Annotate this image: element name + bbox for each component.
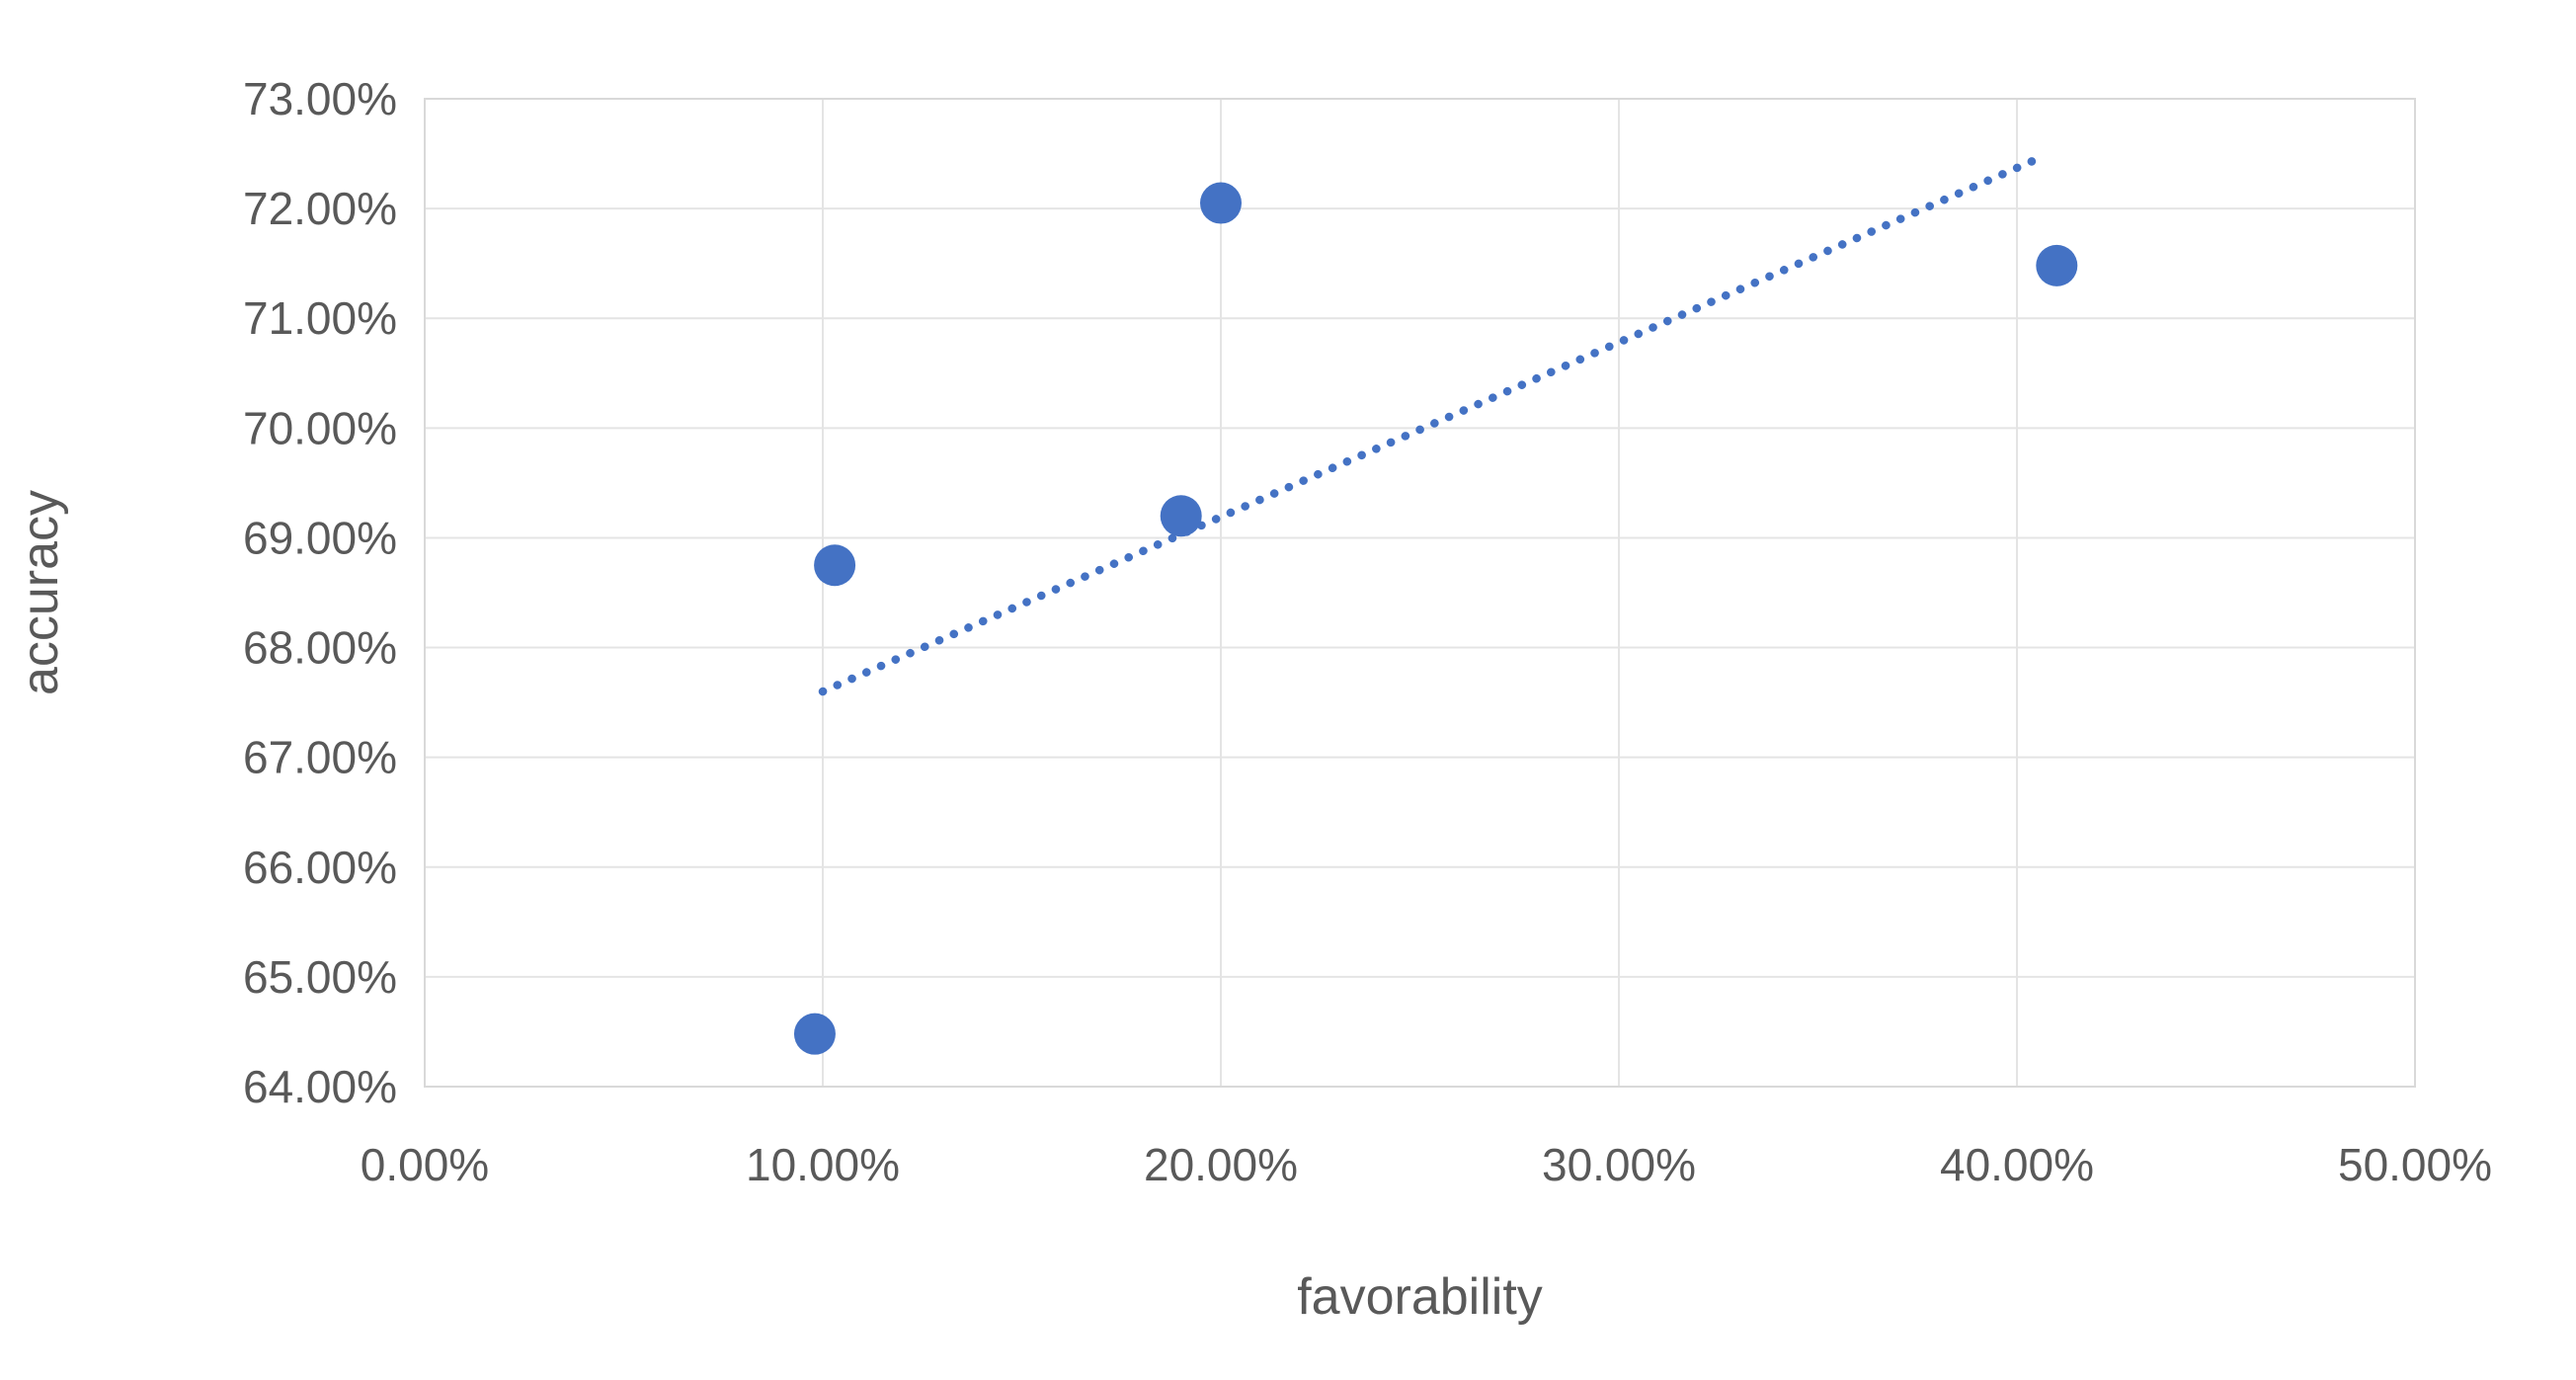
data-point — [1200, 182, 1242, 224]
x-axis-tick-label: 10.00% — [746, 1139, 900, 1190]
y-axis-tick-label: 64.00% — [243, 1061, 397, 1112]
y-axis-tick-label: 65.00% — [243, 951, 397, 1003]
y-axis-tick-label: 68.00% — [243, 622, 397, 674]
x-axis-tick-label: 50.00% — [2338, 1139, 2492, 1190]
x-axis-tick-label: 20.00% — [1144, 1139, 1298, 1190]
y-axis-tick-label: 73.00% — [243, 73, 397, 124]
x-axis-tick-label: 40.00% — [1940, 1139, 2094, 1190]
y-axis-tick-label: 66.00% — [243, 842, 397, 893]
y-axis-tick-label: 69.00% — [243, 512, 397, 563]
x-axis-tick-label: 0.00% — [361, 1139, 489, 1190]
data-point — [793, 1013, 836, 1055]
y-axis-title: accuracy — [12, 490, 69, 695]
data-point — [814, 544, 856, 587]
data-point — [1160, 495, 1202, 537]
x-axis-title: favorability — [1297, 1268, 1543, 1326]
x-axis-tick-label: 30.00% — [1542, 1139, 1696, 1190]
y-axis-tick-label: 71.00% — [243, 292, 397, 344]
y-axis-tick-label: 72.00% — [243, 183, 397, 234]
trendline — [818, 154, 2042, 696]
plot-border — [424, 98, 2416, 1088]
y-axis-tick-label: 67.00% — [243, 732, 397, 783]
data-point — [2036, 244, 2078, 286]
y-axis-tick-label: 70.00% — [243, 402, 397, 453]
